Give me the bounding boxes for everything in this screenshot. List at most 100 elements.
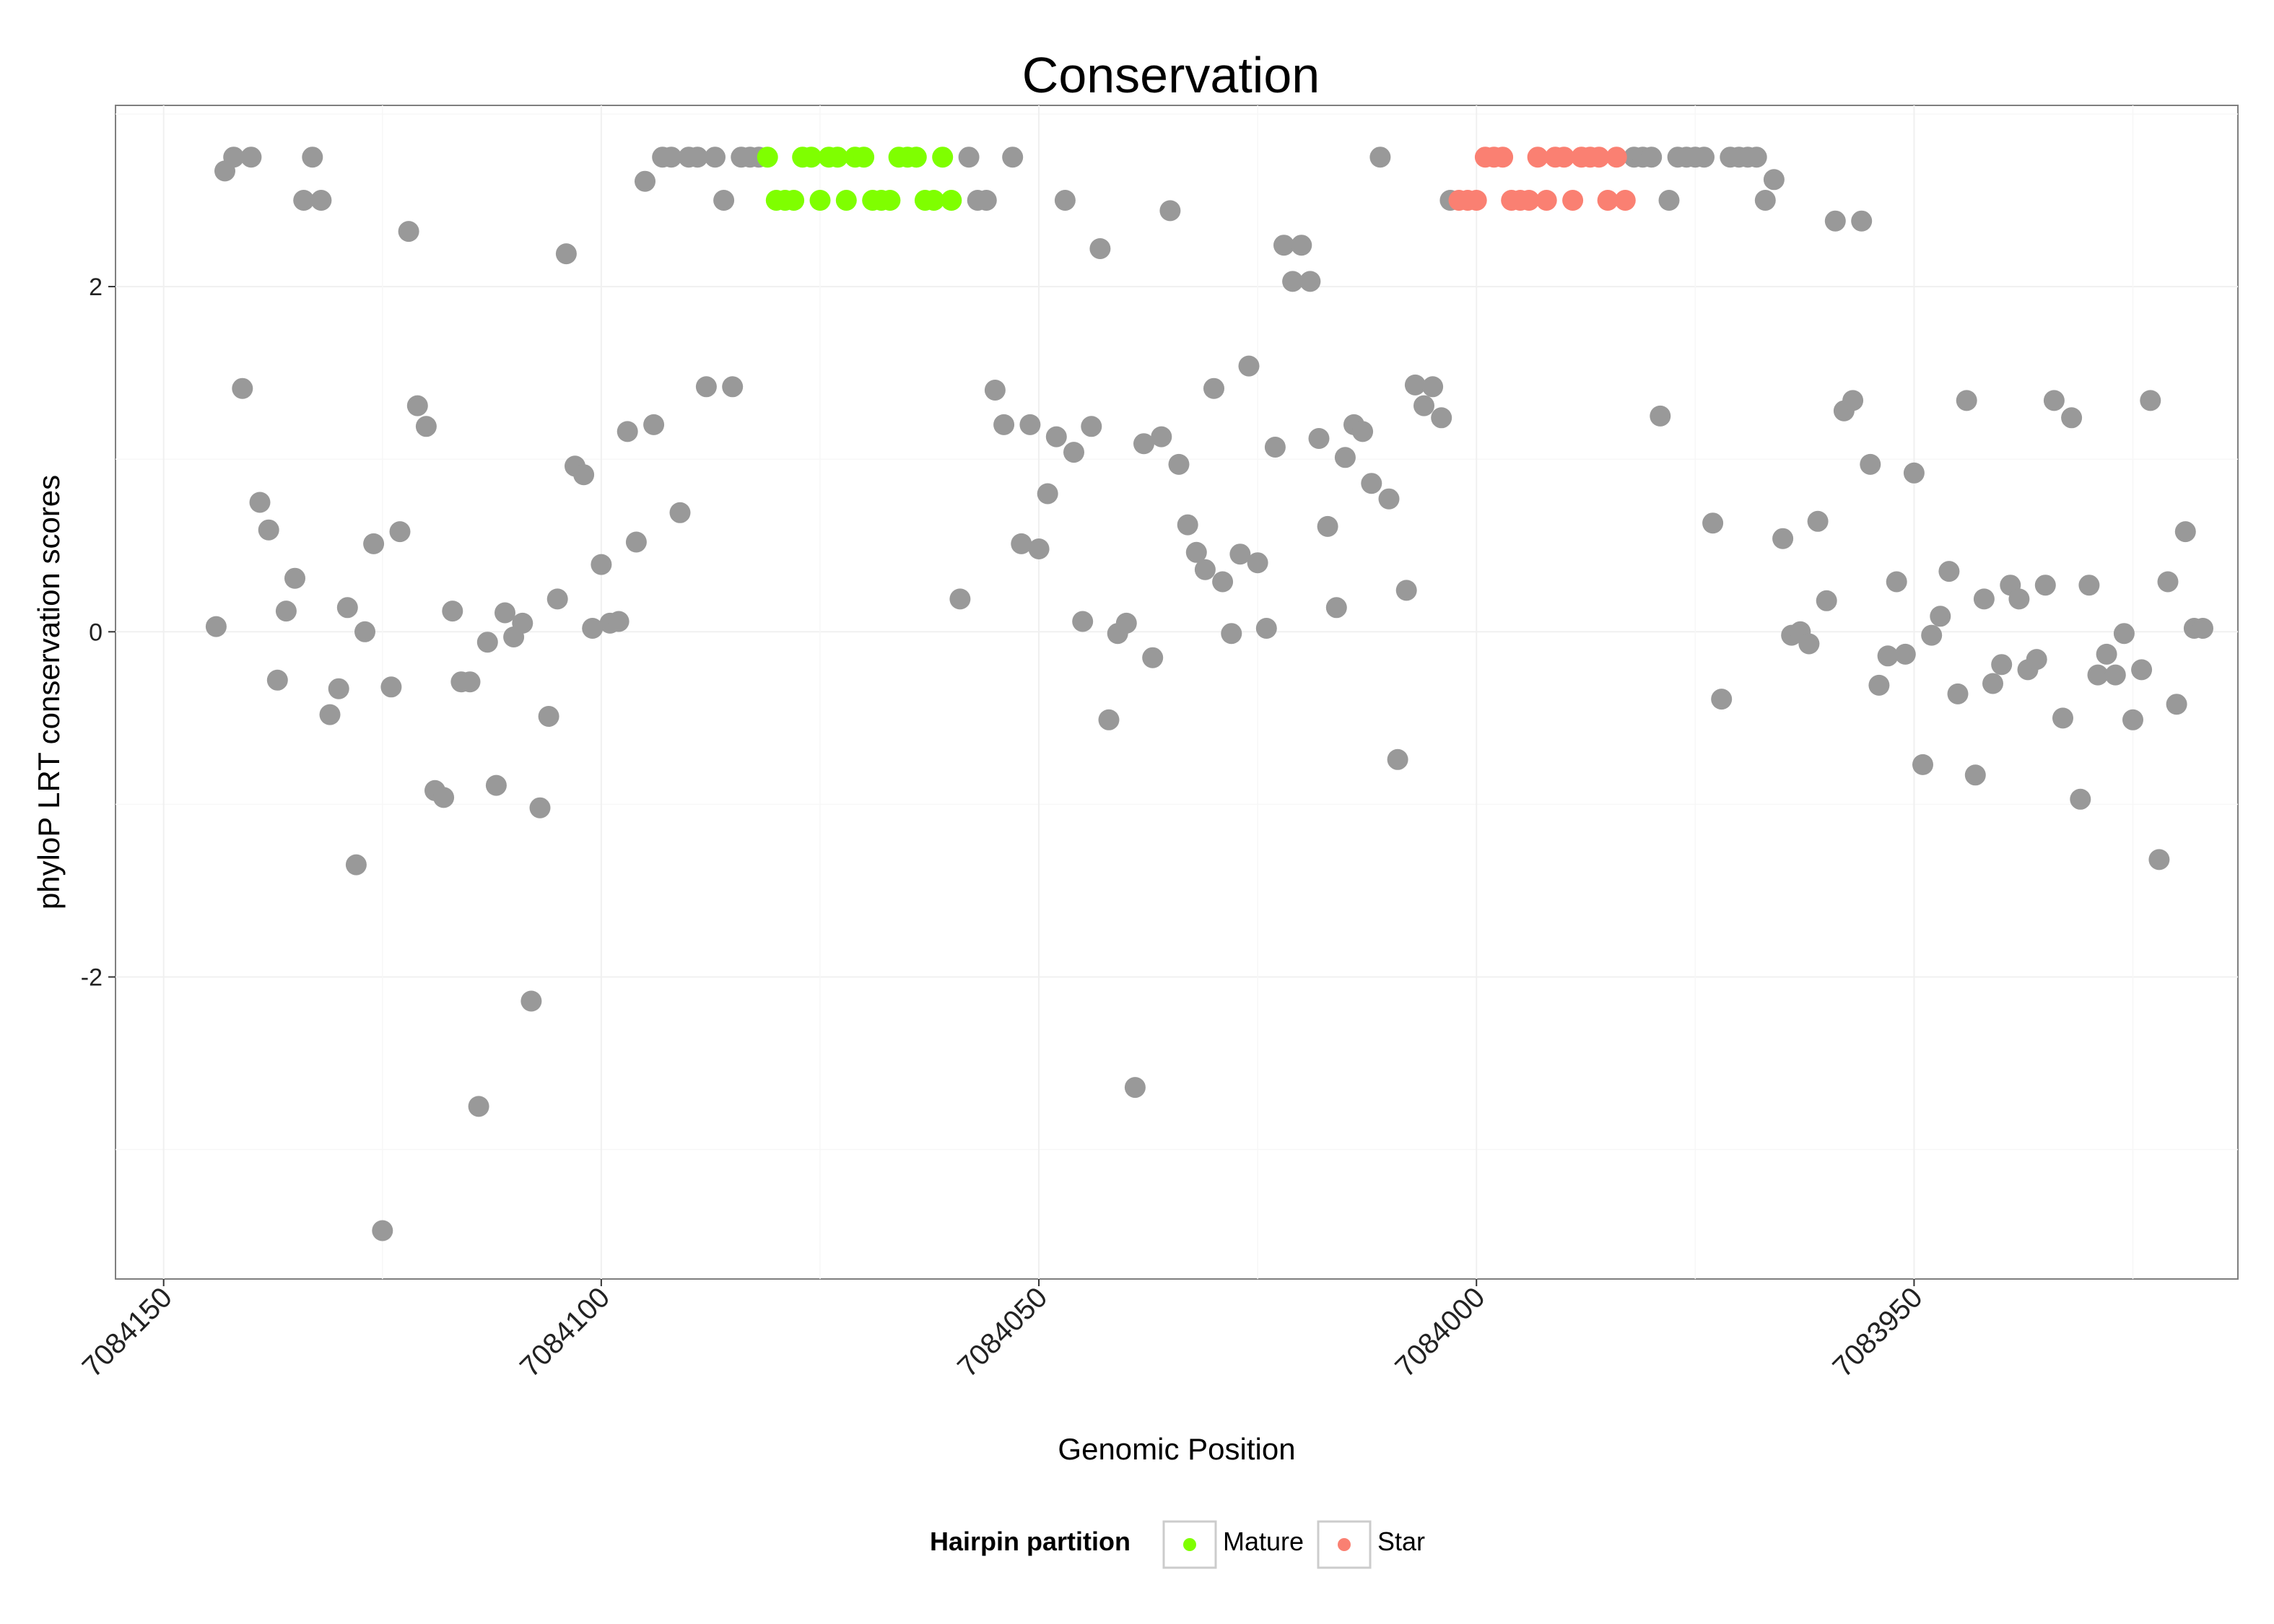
data-point-other (442, 601, 463, 622)
data-point-other (1352, 421, 1374, 442)
data-point-other (275, 601, 297, 622)
data-point-star (1562, 190, 1584, 211)
data-point-other (546, 588, 568, 610)
data-point-other (1860, 453, 1881, 475)
data-point-other (1081, 416, 1102, 437)
data-point-other (2192, 618, 2213, 639)
data-point-other (2008, 588, 2030, 610)
data-point-other (310, 190, 332, 211)
data-point-other (1229, 543, 1251, 565)
data-point-other (705, 147, 726, 168)
data-point-other (1973, 588, 1995, 610)
data-point-mature (932, 147, 954, 168)
data-point-other (608, 611, 630, 632)
data-point-other (1912, 754, 1933, 775)
legend-label-mature: Mature (1223, 1527, 1304, 1556)
data-point-other (363, 533, 385, 554)
data-point-mature (835, 190, 857, 211)
data-point-other (1807, 510, 1829, 532)
data-point-other (2113, 623, 2135, 645)
data-point-other (512, 612, 533, 634)
data-point-other (1159, 200, 1181, 222)
data-point-other (406, 395, 428, 416)
y-axis: -2 0 2 (81, 274, 116, 992)
data-point-other (1133, 433, 1154, 455)
data-point-other (1124, 1077, 1146, 1099)
data-point-other (1894, 643, 1916, 665)
data-point-other (582, 618, 604, 639)
data-point-other (661, 147, 682, 168)
legend: Hairpin partition Mature Star (930, 1520, 1425, 1569)
data-point-other (1151, 426, 1172, 448)
data-point-other (1991, 654, 2013, 676)
data-point-other (1282, 271, 1304, 292)
data-point-other (669, 502, 691, 523)
data-point-other (495, 602, 515, 624)
data-point-other (1395, 580, 1417, 601)
data-point-other (1317, 515, 1338, 537)
data-point-other (993, 414, 1015, 435)
data-point-other (2096, 643, 2117, 665)
data-point-other (573, 464, 595, 486)
data-point-other (1816, 590, 1837, 611)
data-point-other (1194, 559, 1216, 580)
data-point-other (1694, 147, 1715, 168)
data-point-other (555, 243, 577, 265)
data-point-other (1308, 428, 1330, 449)
data-point-other (1422, 376, 1444, 398)
data-point-other (2166, 694, 2187, 715)
x-tick-label: 7084100 (514, 1281, 616, 1383)
chart-title: Conservation (1022, 47, 1320, 103)
data-point-other (1921, 624, 1943, 646)
data-point-other (1824, 210, 1846, 232)
data-point-star (1606, 147, 1627, 168)
data-point-star (1527, 147, 1548, 168)
data-point-other (1772, 528, 1794, 549)
data-point-other (1028, 538, 1050, 559)
data-point-other (617, 421, 638, 442)
data-point-other (713, 190, 735, 211)
data-point-other (1002, 147, 1024, 168)
data-point-other (1037, 483, 1058, 505)
data-point-other (1334, 447, 1356, 468)
data-point-other (1842, 390, 1864, 411)
data-point-other (336, 597, 358, 619)
data-point-mature (905, 147, 927, 168)
data-point-other (2034, 575, 2056, 596)
data-point-star (1535, 190, 1557, 211)
data-point-other (1072, 611, 1094, 632)
data-point-other (1798, 633, 1820, 655)
data-point-star (1588, 147, 1610, 168)
data-point-other (1212, 571, 1234, 593)
x-tick-label: 7083950 (1827, 1281, 1929, 1383)
data-point-other (1098, 709, 1120, 730)
data-point-other (1361, 473, 1382, 494)
data-point-other (687, 147, 708, 168)
data-point-other (1168, 453, 1190, 475)
data-point-other (223, 147, 245, 168)
data-point-other (1369, 147, 1391, 168)
data-point-mature (757, 147, 778, 168)
data-point-star (1614, 190, 1636, 211)
data-point-other (1746, 147, 1767, 168)
data-point-other (2026, 649, 2047, 671)
x-tick-label: 7084150 (77, 1281, 178, 1383)
data-point-other (695, 376, 717, 398)
data-point-mature (879, 190, 901, 211)
data-point-other (258, 519, 279, 541)
data-point-other (372, 1220, 393, 1241)
data-point-other (1964, 764, 1986, 786)
data-points (205, 147, 2213, 1241)
data-point-other (1185, 541, 1207, 563)
data-point-other (485, 774, 507, 796)
data-point-other (433, 787, 455, 808)
data-point-other (1982, 673, 2003, 694)
data-point-other (2052, 707, 2073, 729)
data-point-other (1641, 147, 1663, 168)
data-point-other (266, 669, 288, 691)
data-point-other (1930, 606, 1951, 627)
data-point-other (2148, 849, 2170, 870)
data-point-other (1238, 355, 1260, 377)
data-point-other (415, 416, 437, 437)
